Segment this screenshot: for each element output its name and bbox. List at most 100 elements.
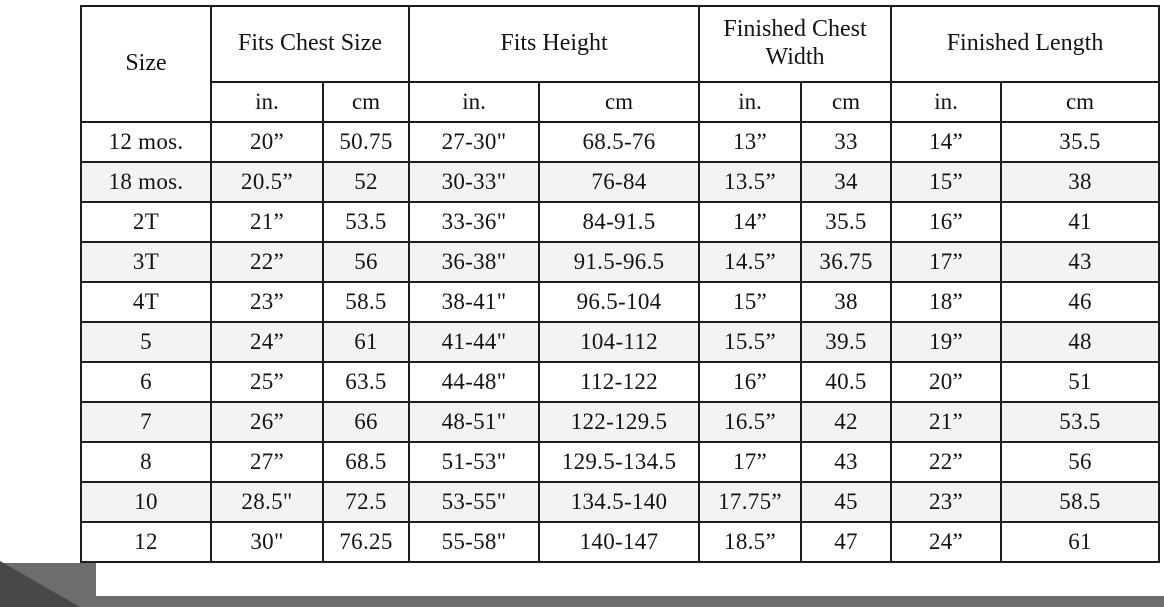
value-cell: 21” — [890, 401, 1003, 443]
header-size: Size — [80, 5, 212, 123]
value-cell: 45 — [800, 481, 893, 523]
value-cell: 51-53" — [408, 441, 541, 483]
size-cell: 12 — [80, 521, 212, 563]
value-cell: 104-112 — [538, 321, 701, 363]
value-cell: 53.5 — [321, 201, 411, 243]
value-cell: 52 — [321, 161, 411, 203]
value-cell: 84-91.5 — [538, 201, 701, 243]
table-row: 8 27” 68.5 51-53" 129.5-134.5 17” 43 22” 56 — [80, 441, 1161, 483]
value-cell: 15” — [698, 281, 803, 323]
header-unit-fcw-cm: cm — [800, 81, 893, 123]
value-cell: 96.5-104 — [538, 281, 701, 323]
size-cell: 6 — [80, 361, 212, 403]
value-cell: 40.5 — [800, 361, 893, 403]
value-cell: 22” — [890, 441, 1003, 483]
size-cell: 2T — [80, 201, 212, 243]
value-cell: 33-36" — [408, 201, 541, 243]
value-cell: 20.5” — [210, 161, 324, 203]
value-cell: 17” — [698, 441, 803, 483]
header-units-row: in. cm in. cm in. cm in. cm — [81, 81, 1161, 123]
value-cell: 16” — [890, 201, 1003, 243]
value-cell: 56 — [321, 241, 411, 283]
value-cell: 35.5 — [1000, 121, 1161, 163]
value-cell: 36-38" — [408, 241, 541, 283]
value-cell: 63.5 — [321, 361, 411, 403]
value-cell: 21” — [210, 201, 324, 243]
value-cell: 43 — [800, 441, 893, 483]
value-cell: 13” — [698, 121, 803, 163]
header-unit-height-cm: cm — [538, 81, 701, 123]
value-cell: 14” — [890, 121, 1003, 163]
value-cell: 38 — [800, 281, 893, 323]
value-cell: 20” — [210, 121, 324, 163]
value-cell: 24” — [210, 321, 324, 363]
table-row: 6 25” 63.5 44-48" 112-122 16” 40.5 20” 51 — [80, 361, 1161, 403]
value-cell: 76.25 — [321, 521, 411, 563]
header-unit-chest-in: in. — [210, 81, 324, 123]
value-cell: 129.5-134.5 — [538, 441, 701, 483]
value-cell: 58.5 — [321, 281, 411, 323]
header-finished-chest-width: Finished Chest Width — [698, 5, 893, 83]
header-unit-height-in: in. — [408, 81, 541, 123]
value-cell: 25” — [210, 361, 324, 403]
value-cell: 17.75” — [698, 481, 803, 523]
value-cell: 15” — [890, 161, 1003, 203]
value-cell: 19” — [890, 321, 1003, 363]
table-row: 10 28.5" 72.5 53-55" 134.5-140 17.75” 45 23” 58.… — [80, 481, 1161, 523]
value-cell: 51 — [1000, 361, 1161, 403]
size-cell: 8 — [80, 441, 212, 483]
value-cell: 23” — [210, 281, 324, 323]
size-cell: 3T — [80, 241, 212, 283]
value-cell: 35.5 — [800, 201, 893, 243]
value-cell: 15.5” — [698, 321, 803, 363]
table-row: 5 24” 61 41-44" 104-112 15.5” 39.5 19” 48 — [80, 321, 1161, 363]
value-cell: 27” — [210, 441, 324, 483]
table-row: 18 mos. 20.5” 52 30-33" 76-84 13.5” 34 15” 38 — [80, 161, 1161, 203]
value-cell: 36.75 — [800, 241, 893, 283]
value-cell: 134.5-140 — [538, 481, 701, 523]
header-group-row: Size Fits Chest Size Fits Height Finishe… — [80, 5, 1161, 123]
size-cell: 5 — [80, 321, 212, 363]
value-cell: 30" — [210, 521, 324, 563]
value-cell: 48 — [1000, 321, 1161, 363]
value-cell: 16” — [698, 361, 803, 403]
value-cell: 58.5 — [1000, 481, 1161, 523]
value-cell: 28.5" — [210, 481, 324, 523]
header-fits-height: Fits Height — [408, 5, 701, 83]
table-row: 3T 22” 56 36-38" 91.5-96.5 14.5” 36.75 17” 43 — [80, 241, 1161, 283]
table-row: 7 26” 66 48-51" 122-129.5 16.5” 42 21” 53.5 — [80, 401, 1161, 443]
value-cell: 38-41" — [408, 281, 541, 323]
value-cell: 48-51" — [408, 401, 541, 443]
value-cell: 26” — [210, 401, 324, 443]
value-cell: 122-129.5 — [538, 401, 701, 443]
value-cell: 41 — [1000, 201, 1161, 243]
value-cell: 46 — [1000, 281, 1161, 323]
value-cell: 18.5” — [698, 521, 803, 563]
value-cell: 53.5 — [1000, 401, 1161, 443]
table-row: 12 mos. 20” 50.75 27-30" 68.5-76 13” 33 14” 35.5 — [80, 121, 1161, 163]
value-cell: 44-48" — [408, 361, 541, 403]
table-row: 12 30" 76.25 55-58" 140-147 18.5” 47 24” 61 — [80, 521, 1161, 563]
value-cell: 30-33" — [408, 161, 541, 203]
value-cell: 13.5” — [698, 161, 803, 203]
value-cell: 22” — [210, 241, 324, 283]
value-cell: 47 — [800, 521, 893, 563]
bottom-bar — [0, 596, 1164, 607]
value-cell: 24” — [890, 521, 1003, 563]
value-cell: 17” — [890, 241, 1003, 283]
value-cell: 34 — [800, 161, 893, 203]
size-cell: 4T — [80, 281, 212, 323]
value-cell: 33 — [800, 121, 893, 163]
value-cell: 56 — [1000, 441, 1161, 483]
value-cell: 50.75 — [321, 121, 411, 163]
value-cell: 42 — [800, 401, 893, 443]
header-finished-length: Finished Length — [890, 5, 1161, 83]
value-cell: 61 — [321, 321, 411, 363]
header-unit-fcw-in: in. — [698, 81, 803, 123]
size-cell: 10 — [80, 481, 212, 523]
value-cell: 39.5 — [800, 321, 893, 363]
value-cell: 91.5-96.5 — [538, 241, 701, 283]
value-cell: 68.5 — [321, 441, 411, 483]
value-cell: 41-44" — [408, 321, 541, 363]
